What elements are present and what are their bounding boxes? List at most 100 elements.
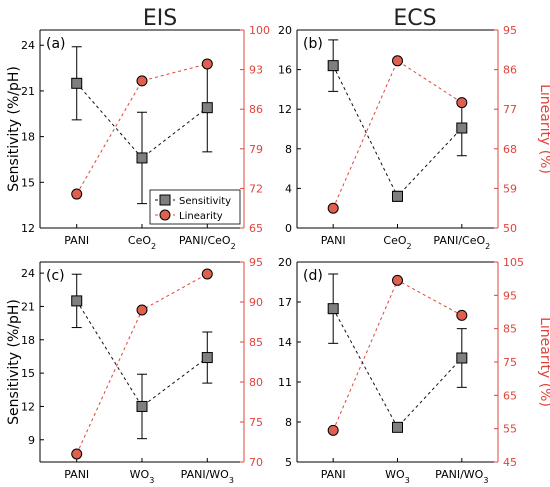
- panel-label: (d): [303, 268, 323, 284]
- linearity-point: [136, 304, 148, 316]
- right-tick-label: 95: [503, 289, 517, 302]
- right-axis-title: Linearity (%): [537, 84, 550, 174]
- right-tick-label: 86: [503, 64, 517, 77]
- left-tick-label: 18: [21, 131, 35, 144]
- right-tick-label: 93: [249, 64, 263, 77]
- sensitivity-point: [136, 400, 148, 412]
- right-tick-label: 65: [503, 389, 517, 402]
- right-tick-label: 79: [249, 143, 263, 156]
- sensitivity-point: [201, 102, 213, 114]
- sensitivity-point: [71, 295, 83, 307]
- linearity-point: [392, 274, 403, 286]
- sensitivity-point: [392, 421, 403, 433]
- x-tick-label: PANI: [321, 234, 346, 247]
- x-tick-label: PANI/WO3: [181, 468, 234, 485]
- right-tick-label: 90: [249, 296, 263, 309]
- panel-label: (a): [46, 36, 66, 52]
- left-tick-label: 8: [285, 416, 292, 429]
- left-axis-title: Sensitivity (%/pH): [6, 66, 22, 192]
- right-tick-label: 95: [249, 256, 263, 269]
- x-tick-label: PANI: [64, 468, 89, 481]
- linearity-point: [71, 188, 83, 200]
- right-tick-label: 75: [249, 416, 263, 429]
- linearity-line: [332, 279, 463, 431]
- panel-label: (c): [46, 268, 65, 284]
- linearity-point: [456, 97, 468, 109]
- left-tick-label: 4: [285, 182, 292, 195]
- right-tick-label: 95: [503, 24, 517, 37]
- left-tick-label: 14: [278, 336, 292, 349]
- sensitivity-point: [201, 352, 213, 364]
- right-tick-label: 45: [503, 456, 517, 469]
- linearity-point: [136, 75, 148, 87]
- linearity-point: [392, 55, 403, 67]
- legend-sensitivity-marker: [159, 194, 171, 206]
- right-tick-label: 55: [503, 423, 517, 436]
- sensitivity-point: [136, 152, 148, 164]
- right-axis-title: Linearity (%): [537, 317, 550, 407]
- left-tick-label: 17: [278, 296, 292, 309]
- linearity-point: [201, 268, 213, 280]
- left-tick-label: 12: [21, 222, 35, 235]
- sensitivity-point: [71, 77, 83, 89]
- right-tick-label: 85: [503, 323, 517, 336]
- legend-linearity-marker: [159, 209, 171, 221]
- left-tick-label: 12: [21, 400, 35, 413]
- x-tick-label: PANI: [321, 468, 346, 481]
- left-axis-title: Sensitivity (%/pH): [6, 299, 22, 425]
- right-tick-label: 77: [503, 103, 517, 116]
- linearity-point: [201, 58, 213, 70]
- x-tick-label: PANI/CeO2: [433, 234, 490, 251]
- panel-label: (b): [303, 36, 323, 52]
- linearity-point: [327, 202, 339, 214]
- left-tick-label: 24: [21, 267, 35, 280]
- right-tick-label: 80: [249, 376, 263, 389]
- right-tick-label: 85: [249, 336, 263, 349]
- right-tick-label: 75: [503, 356, 517, 369]
- column-title-ecs: ECS: [393, 6, 437, 31]
- left-tick-label: 5: [285, 456, 292, 469]
- right-tick-label: 100: [249, 24, 270, 37]
- left-tick-label: 15: [21, 176, 35, 189]
- left-tick-label: 0: [285, 222, 292, 235]
- chart-panel-4: 5 8 11 14 17 20 45 55 65 75 85 95 105 PANI WO3 PANI/WO3…: [278, 256, 550, 485]
- right-tick-label: 86: [249, 103, 263, 116]
- right-tick-label: 105: [503, 256, 524, 269]
- sensitivity-line: [332, 308, 463, 429]
- x-tick-label: PANI: [64, 234, 89, 247]
- sensitivity-point: [392, 190, 403, 202]
- sensitivity-point: [456, 352, 468, 364]
- right-tick-label: 65: [249, 222, 263, 235]
- right-tick-label: 59: [503, 182, 517, 195]
- left-tick-label: 18: [21, 334, 35, 347]
- left-tick-label: 20: [278, 256, 292, 269]
- right-tick-label: 72: [249, 182, 263, 195]
- left-tick-label: 21: [21, 85, 35, 98]
- left-tick-label: 24: [21, 39, 35, 52]
- x-tick-label: CeO2: [128, 234, 156, 251]
- sensitivity-point: [327, 303, 339, 315]
- x-tick-label: CeO2: [383, 234, 411, 251]
- x-tick-label: PANI/CeO2: [179, 234, 236, 251]
- left-tick-label: 8: [285, 143, 292, 156]
- legend-sensitivity-label: Sensitivity: [179, 196, 231, 207]
- x-tick-label: WO3: [385, 468, 410, 485]
- linearity-line: [332, 60, 463, 209]
- left-tick-label: 12: [278, 103, 292, 116]
- sensitivity-line: [332, 65, 463, 198]
- left-tick-label: 15: [21, 367, 35, 380]
- linearity-line: [76, 63, 208, 195]
- left-tick-label: 20: [278, 24, 292, 37]
- chart-panel-2: 0 4 8 12 16 20 50 59 68 77 86 95 PANI CeO2 PANI/CeO2 (b…: [278, 24, 550, 251]
- column-title-eis: EIS: [142, 6, 178, 31]
- linearity-point: [71, 448, 83, 460]
- right-tick-label: 70: [249, 456, 263, 469]
- left-tick-label: 11: [278, 376, 292, 389]
- sensitivity-point: [456, 122, 468, 134]
- chart-panel-3: 9 12 15 18 21 24 70 75 80 85 90 95 PANI WO3 PANI/WO3 (c…: [6, 256, 263, 485]
- x-tick-label: WO3: [130, 468, 155, 485]
- legend-linearity-label: Linearity: [179, 211, 223, 222]
- left-tick-label: 21: [21, 300, 35, 313]
- x-tick-label: PANI/WO3: [435, 468, 488, 485]
